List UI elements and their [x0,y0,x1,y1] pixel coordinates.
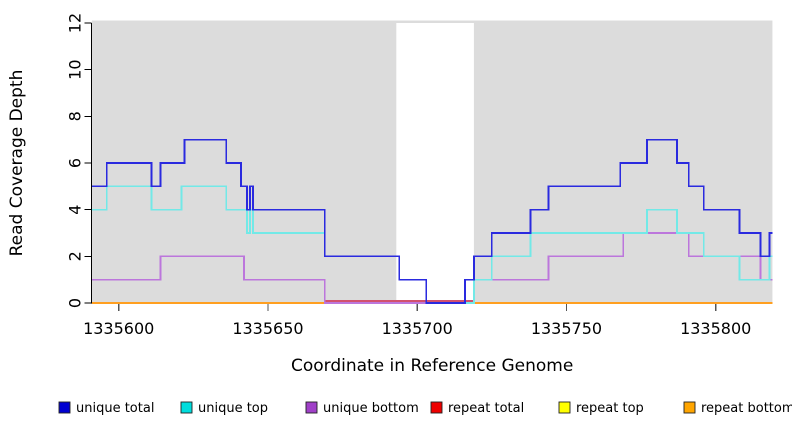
y-tick-label: 10 [66,59,85,79]
x-tick-label: 1335650 [232,319,303,338]
legend-label: repeat bottom [701,401,792,416]
x-tick-label: 1335600 [83,319,154,338]
y-tick-label: 12 [66,13,85,33]
y-tick-label: 8 [66,111,85,121]
legend: unique total unique top unique bottom repea… [58,401,792,416]
series-line-unique-bottom [91,232,773,304]
x-axis-ticks: 1335600 1335650 1335700 1335750 1335800 [83,304,751,338]
legend-swatch-repeat-bottom [683,401,696,414]
x-tick-label: 1335750 [531,319,602,338]
series-lines [91,138,773,304]
legend-swatch-unique-bottom [305,401,318,414]
y-tick-label: 2 [66,251,85,261]
y-axis-title: Read Coverage Depth [7,70,27,257]
x-tick-label: 1335700 [382,319,453,338]
legend-swatch-repeat-total [430,401,443,414]
y-axis-ticks: 0 2 4 6 8 10 12 [66,13,92,308]
legend-label: unique bottom [323,401,419,416]
legend-label: repeat total [448,401,524,416]
x-tick-label: 1335800 [680,319,751,338]
unshaded-band [396,23,474,304]
legend-label: unique total [76,401,154,416]
y-tick-label: 6 [66,158,85,168]
legend-swatch-repeat-top [558,401,571,414]
series-line-unique-total [91,138,773,304]
legend-swatch-unique-top [180,401,193,414]
y-tick-label: 4 [66,205,85,215]
x-axis-title: Coordinate in Reference Genome [291,356,573,376]
legend-label: repeat top [576,401,644,416]
y-tick-label: 0 [66,298,85,308]
legend-swatch-unique-total [58,401,71,414]
legend-label: unique top [198,401,268,416]
